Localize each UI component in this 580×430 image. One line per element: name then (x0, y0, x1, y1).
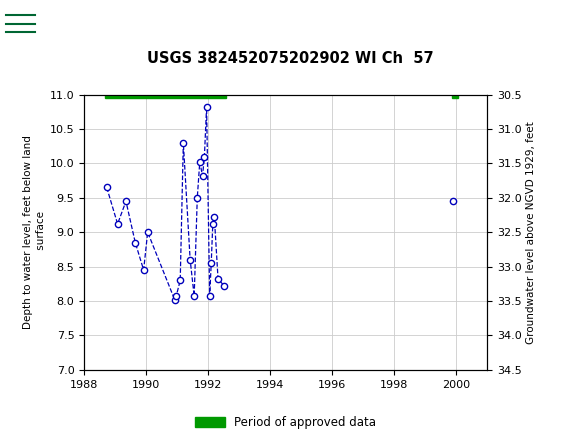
Legend: Period of approved data: Period of approved data (190, 412, 381, 430)
Bar (6, 3, 81, 40)
Text: USGS 382452075202902 WI Ch  57: USGS 382452075202902 WI Ch 57 (147, 51, 433, 65)
Y-axis label: Groundwater level above NGVD 1929, feet: Groundwater level above NGVD 1929, feet (526, 121, 536, 344)
Bar (452, 92, 458, 98)
Text: USGS: USGS (90, 12, 145, 31)
Y-axis label: Depth to water level, feet below land
 surface: Depth to water level, feet below land su… (23, 135, 46, 329)
Bar (105, 92, 226, 98)
